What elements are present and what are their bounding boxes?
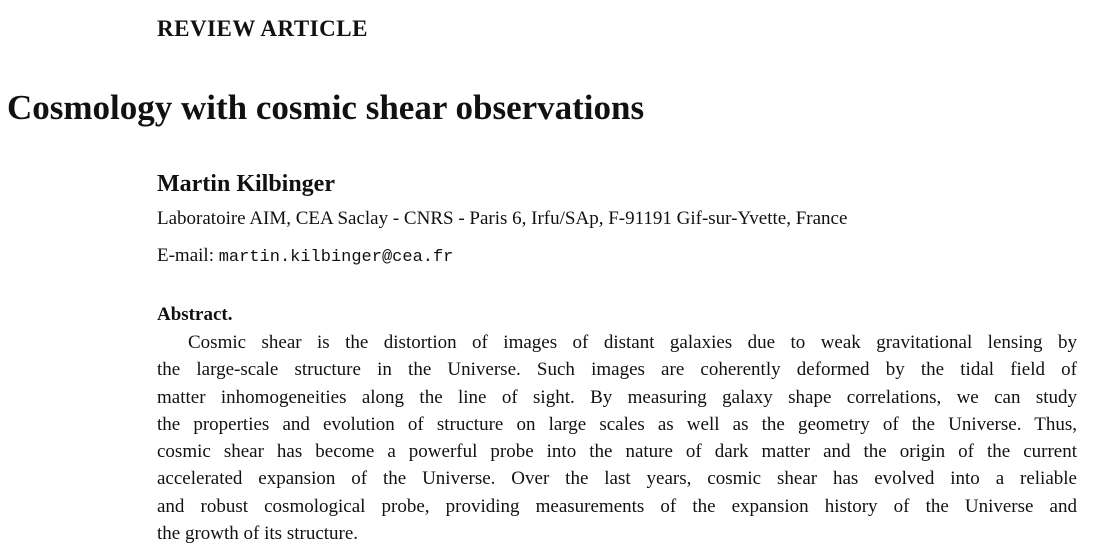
email-line: E-mail: martin.kilbinger@cea.fr bbox=[157, 246, 453, 266]
abstract-line: the large-scale structure in the Univers… bbox=[157, 359, 1077, 381]
email-label: E-mail: bbox=[157, 245, 214, 266]
abstract-line: and robust cosmological probe, providing… bbox=[157, 495, 1077, 517]
author-name: Martin Kilbinger bbox=[157, 171, 335, 197]
abstract-line: the properties and evolution of structur… bbox=[157, 413, 1077, 435]
title: Cosmology with cosmic shear observations bbox=[7, 88, 645, 127]
abstract-line: cosmic shear has become a powerful probe… bbox=[157, 441, 1077, 463]
abstract-line: Cosmic shear is the distortion of images… bbox=[188, 332, 1077, 353]
article-type: REVIEW ARTICLE bbox=[157, 16, 368, 41]
abstract-heading: Abstract. bbox=[157, 304, 233, 325]
abstract-body: Cosmic shear is the distortion of images… bbox=[157, 332, 1077, 550]
email: martin.kilbinger@cea.fr bbox=[218, 248, 454, 267]
affiliation: Laboratoire AIM, CEA Saclay - CNRS - Par… bbox=[157, 208, 848, 229]
abstract-line: the growth of its structure. bbox=[157, 523, 359, 545]
abstract-line: matter inhomogeneities along the line of… bbox=[157, 386, 1077, 408]
abstract-line: accelerated expansion of the Universe. O… bbox=[157, 468, 1077, 490]
